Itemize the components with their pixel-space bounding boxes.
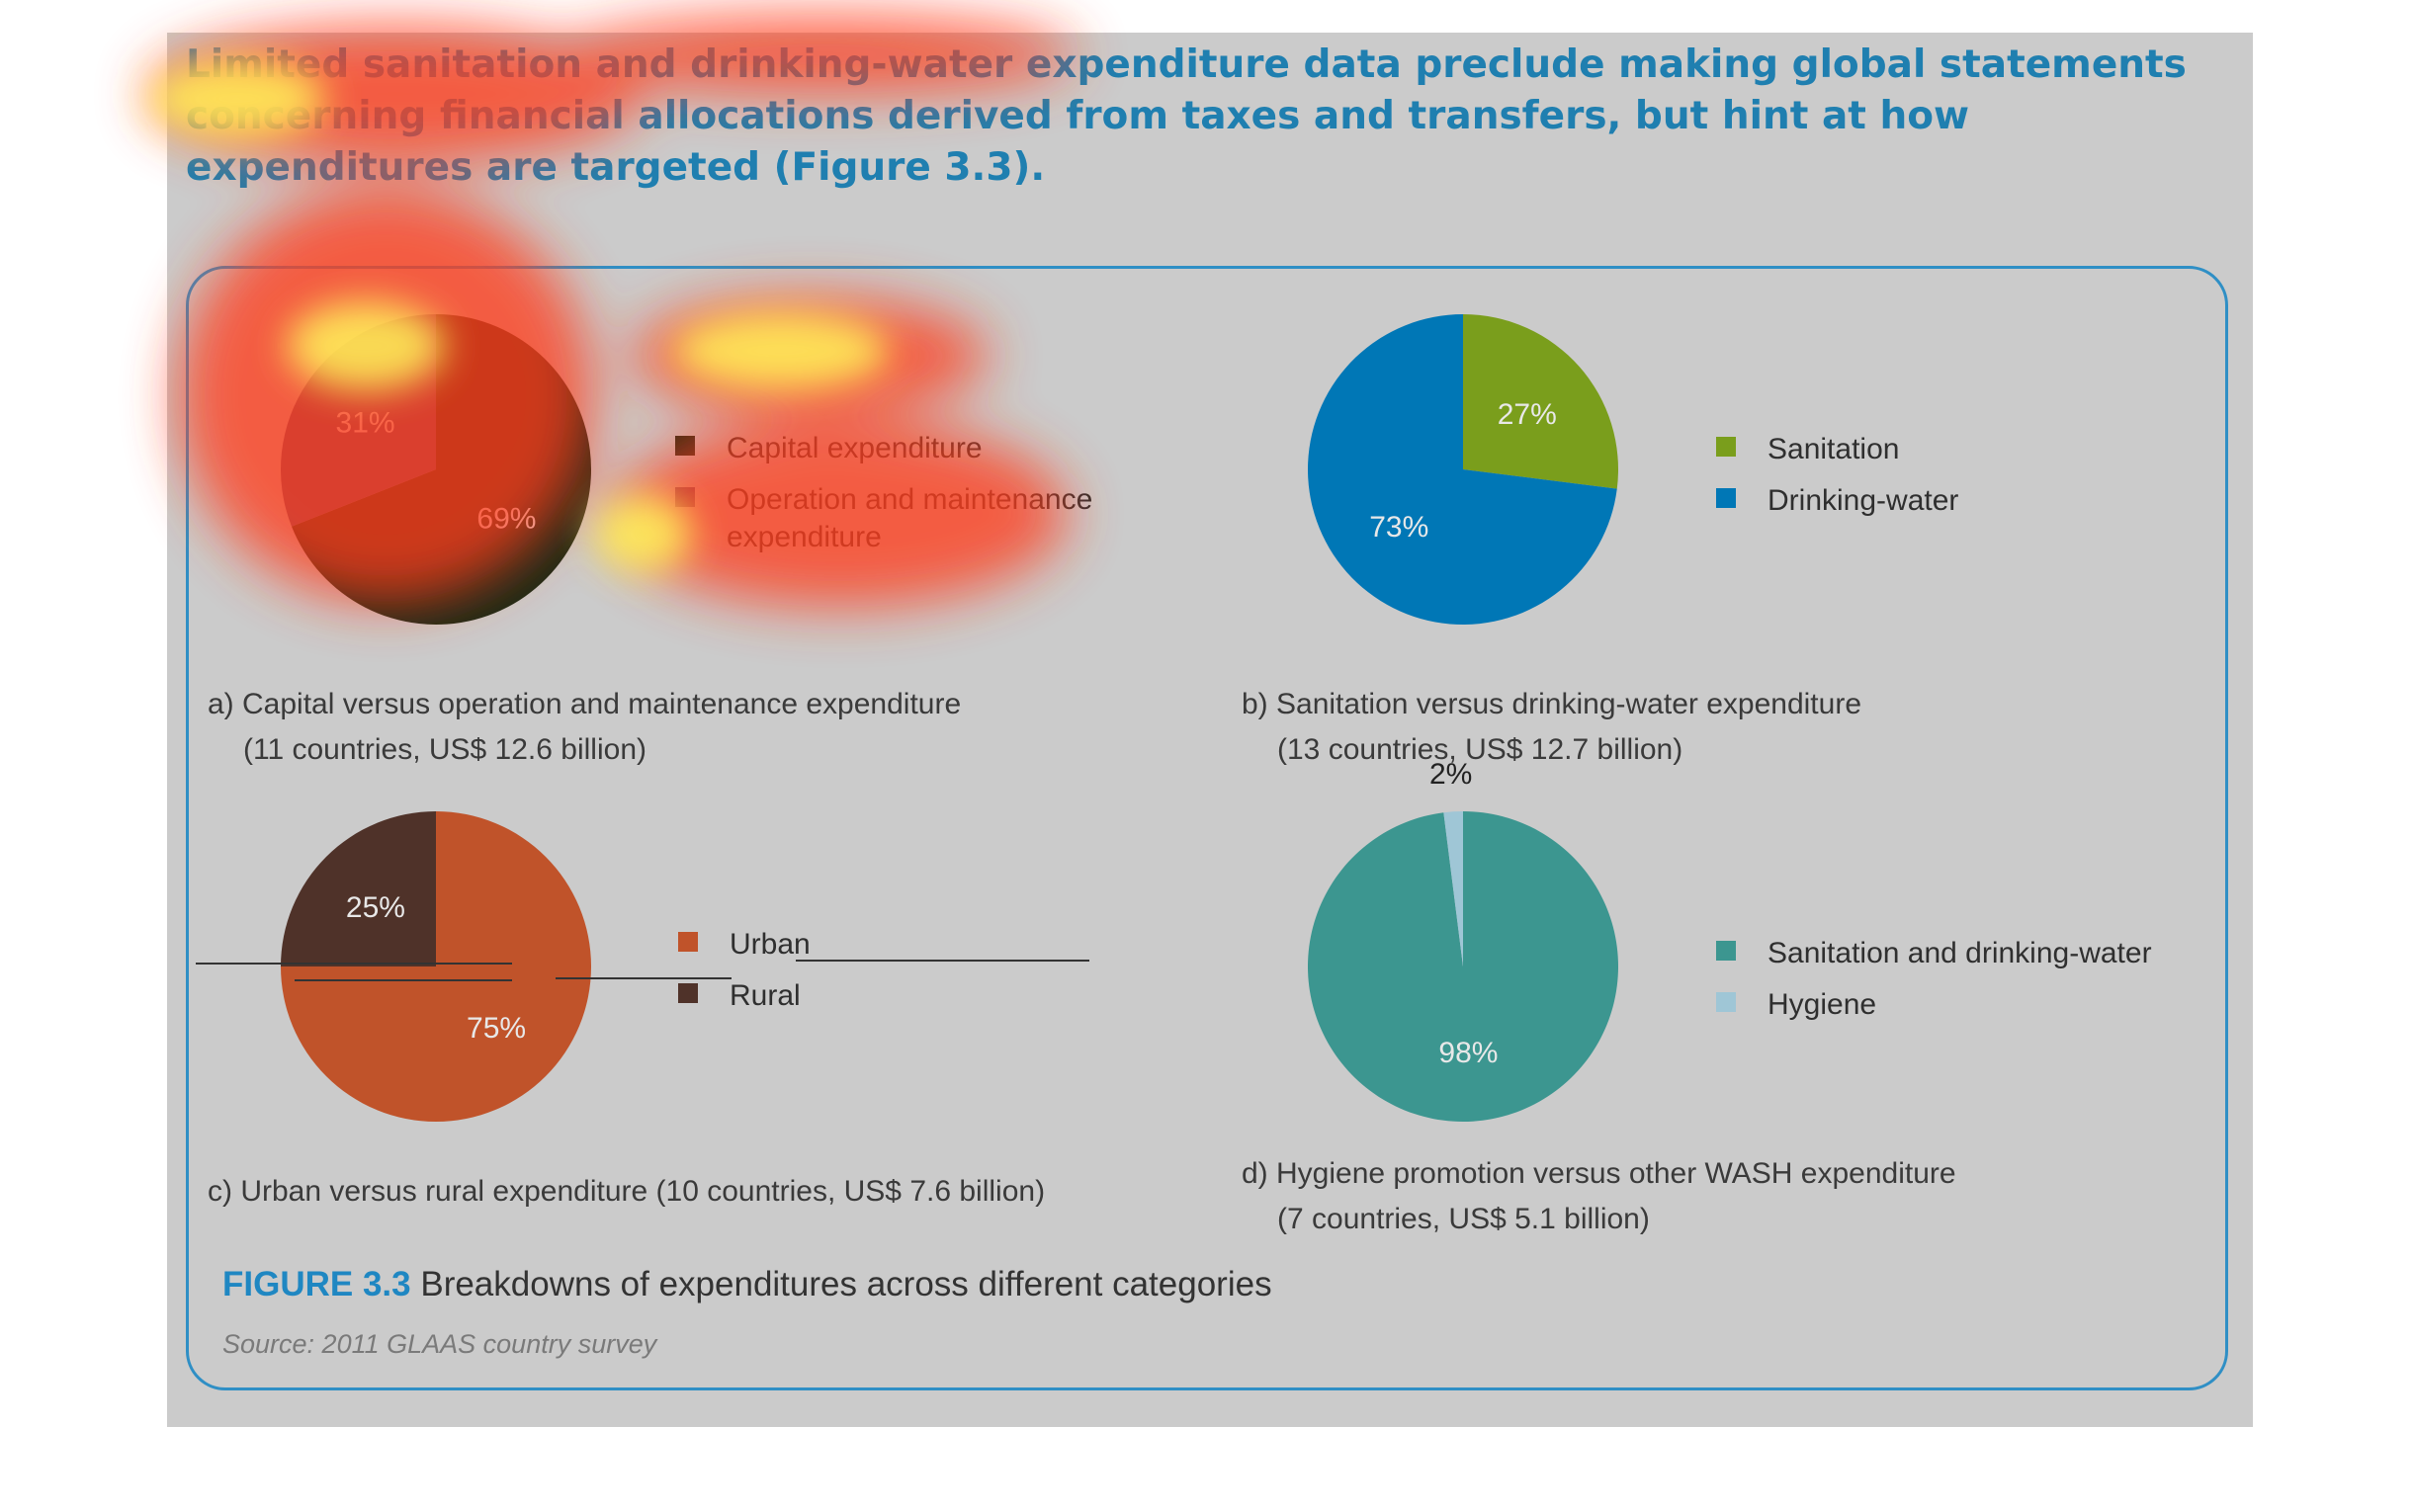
caption-d-line2: (7 countries, US$ 5.1 billion) bbox=[1277, 1203, 1650, 1235]
figure-title-text: Breakdowns of expenditures across differ… bbox=[420, 1265, 1272, 1303]
caption-a-line1: a) Capital versus operation and maintena… bbox=[208, 688, 962, 720]
caption-c-line1: c) Urban versus rural expenditure (10 co… bbox=[208, 1175, 1046, 1208]
pie-slice-d-1 bbox=[1443, 811, 1463, 966]
legend-label-d-0: Sanitation and drinking-water bbox=[1767, 937, 2152, 969]
legend-swatch-d-1 bbox=[1716, 992, 1736, 1012]
pie-slice-d-0 bbox=[1307, 811, 1618, 1122]
legend-swatch-d-0 bbox=[1716, 941, 1736, 961]
pie-chart-c: 75% 25% Urban Rural bbox=[281, 811, 811, 1122]
legend-swatch-b-0 bbox=[1716, 437, 1736, 457]
legend-label-d-1: Hygiene bbox=[1767, 988, 1876, 1021]
figure-frame bbox=[186, 266, 2228, 1390]
caption-b-line2: (13 countries, US$ 12.7 billion) bbox=[1277, 733, 1683, 766]
pie-label-b-0: 27% bbox=[1498, 398, 1557, 431]
pie-label-d-1: 2% bbox=[1429, 758, 1472, 791]
figure-title: FIGURE 3.3 Breakdowns of expenditures ac… bbox=[222, 1265, 1272, 1304]
pie-label-d-0: 98% bbox=[1438, 1037, 1498, 1069]
legend-label-c-1: Rural bbox=[730, 979, 801, 1012]
pie-label-a-0: 69% bbox=[476, 503, 536, 536]
pie-label-a-1: 31% bbox=[336, 406, 395, 439]
legend-label-b-0: Sanitation bbox=[1767, 433, 1899, 465]
caption-a: a) Capital versus operation and maintena… bbox=[208, 682, 961, 773]
legend-label-a-0: Capital expenditure bbox=[727, 432, 983, 464]
pie-slice-b-1 bbox=[1308, 314, 1617, 625]
legend-swatch-c-1 bbox=[678, 983, 698, 1003]
pie-slice-b-0 bbox=[1463, 314, 1618, 489]
legend-label-c-0: Urban bbox=[730, 928, 811, 961]
legend-swatch-b-1 bbox=[1716, 488, 1736, 508]
caption-b-line1: b) Sanitation versus drinking-water expe… bbox=[1242, 688, 1861, 720]
caption-d: d) Hygiene promotion versus other WASH e… bbox=[1242, 1151, 1956, 1242]
caption-d-line1: d) Hygiene promotion versus other WASH e… bbox=[1242, 1157, 1956, 1190]
pie-label-c-0: 75% bbox=[467, 1012, 526, 1045]
legend-label-b-1: Drinking-water bbox=[1767, 484, 1958, 517]
figure-source: Source: 2011 GLAAS country survey bbox=[222, 1329, 657, 1359]
pie-chart-d: 98% 2% Sanitation and drinking-water Hygien… bbox=[1307, 758, 2152, 1122]
legend-swatch-a-1 bbox=[675, 487, 695, 507]
pie-label-b-1: 73% bbox=[1369, 511, 1428, 544]
pie-chart-b: 27% 73% Sanitation Drinking-water bbox=[1308, 314, 1958, 625]
legend-swatch-c-0 bbox=[678, 932, 698, 952]
pie-slice-c-1 bbox=[281, 811, 436, 966]
pie-label-c-1: 25% bbox=[346, 891, 405, 924]
caption-c: c) Urban versus rural expenditure (10 co… bbox=[208, 1169, 1045, 1215]
pie-chart-a: 69% 31% Capital expenditure Operation and m… bbox=[281, 314, 1092, 625]
caption-a-line2: (11 countries, US$ 12.6 billion) bbox=[243, 733, 647, 766]
legend-label-a-1: Operation and maintenance expenditure bbox=[727, 483, 1092, 553]
caption-b: b) Sanitation versus drinking-water expe… bbox=[1242, 682, 1861, 773]
figure-label: FIGURE 3.3 bbox=[222, 1265, 411, 1303]
legend-swatch-a-0 bbox=[675, 436, 695, 456]
